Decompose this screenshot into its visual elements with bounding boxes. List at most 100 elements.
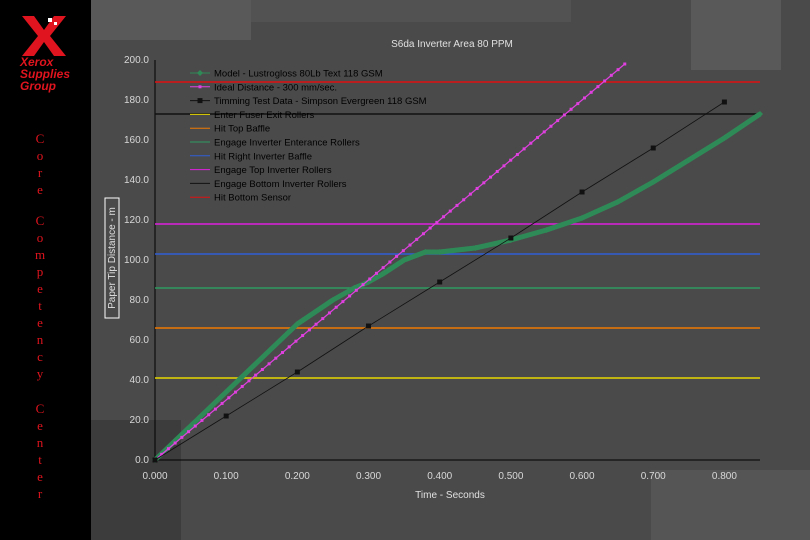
data-point: [579, 215, 586, 221]
y-tick-label: 0.0: [135, 455, 149, 466]
data-point: [258, 355, 265, 361]
legend-label: Model - Lustrogloss 80Lb Text 118 GSM: [214, 69, 383, 80]
data-point: [442, 215, 446, 219]
vertical-letter: r: [37, 165, 43, 180]
background-block: [91, 420, 181, 540]
data-point: [721, 99, 727, 105]
data-point: [650, 145, 656, 151]
data-point: [220, 401, 224, 405]
data-point: [437, 279, 443, 285]
vertical-letter: t: [38, 298, 42, 313]
legend-label: Enter Fuser Exit Rollers: [214, 110, 315, 121]
data-point: [579, 189, 585, 195]
data-point: [213, 407, 217, 411]
data-point: [435, 220, 439, 224]
data-point: [287, 345, 291, 349]
vertical-letter: c: [37, 349, 43, 364]
data-point: [408, 243, 412, 247]
legend-label: Hit Bottom Sensor: [214, 193, 291, 204]
data-point: [596, 85, 600, 89]
data-point: [589, 90, 593, 94]
data-point: [361, 283, 365, 287]
data-point: [685, 157, 692, 163]
data-point: [522, 147, 526, 151]
data-point: [294, 339, 298, 343]
chart-panel: [91, 0, 810, 540]
y-tick-label: 100.0: [124, 255, 149, 266]
x-tick-label: 0.200: [285, 471, 310, 482]
data-point: [556, 119, 560, 123]
legend-label: Hit Top Baffle: [214, 124, 270, 135]
data-point: [388, 260, 392, 264]
legend-marker: [197, 98, 203, 104]
data-point: [542, 130, 546, 134]
x-tick-label: 0.400: [427, 471, 452, 482]
data-point: [227, 396, 231, 400]
data-point: [301, 334, 305, 338]
x-tick-label: 0.000: [142, 471, 167, 482]
x-tick-label: 0.600: [570, 471, 595, 482]
brand-text: Xerox Supplies Group: [20, 56, 80, 92]
data-point: [549, 124, 553, 128]
data-point: [650, 179, 657, 185]
y-tick-label: 140.0: [124, 175, 149, 186]
data-point: [576, 102, 580, 106]
axis-ticks: 0.0 20.0 40.0 60.0 80.0 100.0 120.0 140.0 160.0 1…: [124, 55, 737, 482]
data-point: [187, 430, 191, 434]
vertical-letter: r: [37, 486, 43, 501]
legend-label: Ideal Distance - 300 mm/sec.: [214, 82, 337, 93]
data-point: [223, 389, 230, 395]
data-point: [193, 424, 197, 428]
data-point: [294, 369, 300, 375]
data-point: [455, 203, 459, 207]
data-point: [314, 322, 318, 326]
legend-label: Hit Right Inverter Baffle: [214, 151, 312, 162]
legend-label: Engage Inverter Enterance Rollers: [214, 138, 360, 149]
data-point: [721, 135, 728, 141]
vertical-letter: C: [35, 401, 45, 416]
data-point: [616, 68, 620, 72]
x-tick-label: 0.500: [498, 471, 523, 482]
data-point: [267, 362, 271, 366]
data-point: [623, 62, 627, 66]
data-point: [401, 249, 405, 253]
vertical-letter: n: [36, 435, 44, 450]
chart-legend: Model - Lustrogloss 80Lb Text 118 GSM Ide…: [190, 69, 427, 204]
data-point: [448, 209, 452, 213]
y-tick-label: 20.0: [130, 415, 150, 426]
background-block: [91, 0, 251, 40]
data-point: [421, 232, 425, 236]
data-point: [247, 379, 251, 383]
vertical-letter: m: [34, 247, 46, 262]
vertical-letter: e: [37, 281, 43, 296]
data-point: [240, 384, 244, 388]
data-point: [475, 186, 479, 190]
threshold-lines: [155, 81, 760, 379]
y-axis-label: Paper Tip Distance - m: [107, 207, 118, 309]
y-tick-label: 60.0: [130, 335, 150, 346]
data-point: [609, 73, 613, 77]
y-tick-label: 80.0: [130, 295, 150, 306]
brand-line: Xerox: [20, 55, 54, 69]
y-tick-label: 120.0: [124, 215, 149, 226]
data-point: [495, 169, 499, 173]
vertical-letter: n: [36, 332, 44, 347]
data-point: [482, 181, 486, 185]
legend-label: Engage Top Inverter Rollers: [214, 165, 332, 176]
data-point: [260, 367, 264, 371]
data-point: [515, 153, 519, 157]
data-point: [368, 277, 372, 281]
data-point: [281, 351, 285, 355]
data-point: [187, 423, 194, 429]
background-block: [251, 0, 571, 22]
y-tick-label: 200.0: [124, 55, 149, 66]
xerox-x-logo-icon: [22, 16, 66, 56]
data-point: [422, 249, 429, 255]
vertical-letter: o: [36, 148, 44, 163]
series-layer: [152, 62, 763, 463]
data-point: [582, 96, 586, 100]
data-point: [173, 441, 177, 445]
y-tick-label: 160.0: [124, 135, 149, 146]
